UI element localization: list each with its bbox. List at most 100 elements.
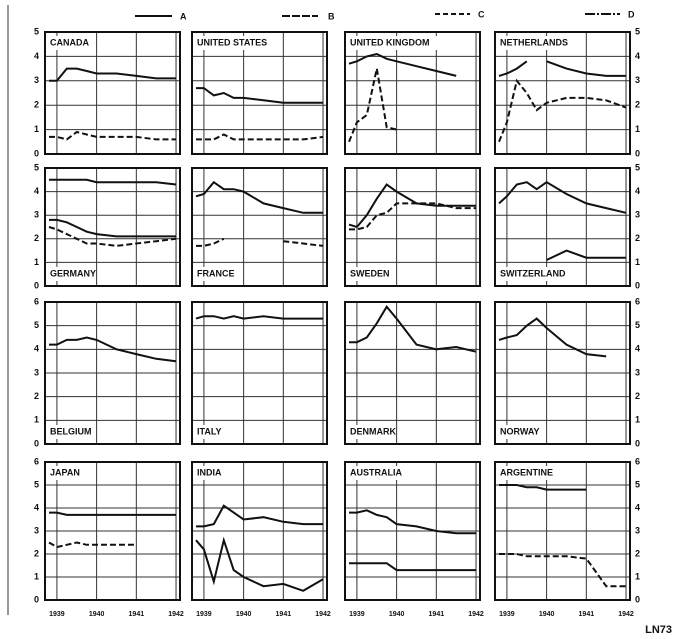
- y-tick-label: 0: [635, 148, 640, 158]
- y-tick-label: 2: [34, 548, 39, 558]
- y-tick-label: 3: [34, 525, 39, 535]
- title-backdrop: [47, 267, 96, 281]
- data-line: [348, 68, 397, 143]
- y-tick-label: 5: [34, 320, 39, 330]
- title-backdrop: [497, 466, 559, 480]
- y-tick-label: 0: [34, 148, 39, 158]
- x-tick-label: 1941: [579, 611, 595, 618]
- title-backdrop: [497, 267, 572, 281]
- panel-title: SWITZERLAND: [500, 268, 566, 278]
- x-tick-label: 1939: [196, 611, 212, 618]
- y-tick-label: 0: [635, 594, 640, 604]
- x-tick-label: 1940: [389, 611, 405, 618]
- x-tick-label: 1939: [499, 611, 515, 618]
- panel-frame: [191, 167, 328, 287]
- x-tick-label: 1942: [168, 611, 184, 618]
- y-tick-label: 1: [635, 257, 640, 267]
- panel-frame: [44, 167, 181, 287]
- title-backdrop: [47, 36, 90, 50]
- y-tick-label: 6: [635, 296, 640, 306]
- data-line: [196, 237, 324, 247]
- data-line: [196, 133, 324, 141]
- panel-title: ARGENTINE: [500, 467, 553, 477]
- y-tick-label: 2: [34, 391, 39, 401]
- y-tick-label: 3: [635, 525, 640, 535]
- y-tick-label: 3: [635, 210, 640, 220]
- title-backdrop: [47, 425, 96, 439]
- data-line: [498, 60, 626, 77]
- y-tick-label: 5: [34, 479, 39, 489]
- y-tick-label: 6: [34, 456, 39, 466]
- y-tick-label: 0: [635, 438, 640, 448]
- data-line: [348, 183, 476, 229]
- panel-title: NORWAY: [500, 426, 540, 436]
- y-tick-label: 2: [635, 548, 640, 558]
- data-line: [349, 304, 477, 353]
- data-line: [349, 562, 476, 572]
- y-tick-label: 4: [34, 51, 39, 61]
- data-line: [48, 226, 177, 247]
- data-line: [498, 317, 607, 358]
- y-tick-label: 0: [34, 280, 39, 290]
- y-tick-label: 4: [635, 186, 640, 196]
- title-backdrop: [194, 466, 230, 480]
- panel-frame: [494, 301, 631, 445]
- panel-title: GERMANY: [50, 268, 96, 278]
- y-tick-label: 1: [635, 571, 640, 581]
- title-backdrop: [194, 425, 230, 439]
- data-line: [498, 181, 627, 214]
- y-tick-label: 5: [635, 162, 640, 172]
- data-line: [195, 315, 323, 320]
- y-tick-label: 0: [34, 594, 39, 604]
- data-line: [546, 249, 626, 261]
- x-tick-label: 1939: [349, 611, 365, 618]
- y-tick-label: 1: [34, 124, 39, 134]
- x-tick-label: 1941: [129, 611, 145, 618]
- y-tick-label: 4: [34, 186, 39, 196]
- title-backdrop: [347, 36, 441, 50]
- y-tick-label: 4: [635, 51, 640, 61]
- x-tick-label: 1942: [618, 611, 634, 618]
- y-tick-label: 1: [34, 257, 39, 267]
- y-tick-label: 5: [34, 26, 39, 36]
- legend-label: C: [478, 9, 485, 19]
- title-backdrop: [47, 466, 83, 480]
- y-tick-label: 4: [34, 502, 39, 512]
- document-code: LN73: [645, 624, 672, 636]
- data-line: [499, 484, 587, 491]
- y-tick-label: 3: [34, 75, 39, 85]
- panel-title: NETHERLANDS: [500, 37, 568, 47]
- y-tick-label: 1: [635, 415, 640, 425]
- y-tick-label: 5: [34, 162, 39, 172]
- y-tick-label: 4: [635, 502, 640, 512]
- y-tick-label: 3: [34, 210, 39, 220]
- panel-frame: [44, 301, 181, 445]
- y-tick-label: 3: [635, 75, 640, 85]
- panel-title: UNITED STATES: [197, 37, 267, 47]
- panel-frame: [44, 461, 181, 601]
- y-tick-label: 5: [635, 26, 640, 36]
- y-tick-label: 0: [34, 438, 39, 448]
- data-line: [349, 202, 476, 231]
- title-backdrop: [347, 267, 390, 281]
- data-line: [196, 504, 323, 528]
- panel-frame: [494, 31, 631, 155]
- panel-frame: [191, 301, 328, 445]
- panel-title: INDIA: [197, 467, 222, 477]
- data-line: [48, 541, 137, 549]
- panel-title: JAPAN: [50, 467, 80, 477]
- panel-title: UNITED KINGDOM: [350, 37, 430, 47]
- y-tick-label: 0: [635, 280, 640, 290]
- data-line: [49, 130, 176, 141]
- data-line: [195, 180, 323, 214]
- title-backdrop: [194, 36, 282, 50]
- x-tick-label: 1940: [539, 611, 555, 618]
- y-tick-label: 4: [34, 344, 39, 354]
- y-tick-label: 1: [34, 415, 39, 425]
- panel-frame: [344, 167, 481, 287]
- y-tick-label: 5: [635, 320, 640, 330]
- panel-title: DENMARK: [350, 426, 396, 436]
- panel-frame: [344, 301, 481, 445]
- panel-frame: [494, 461, 631, 601]
